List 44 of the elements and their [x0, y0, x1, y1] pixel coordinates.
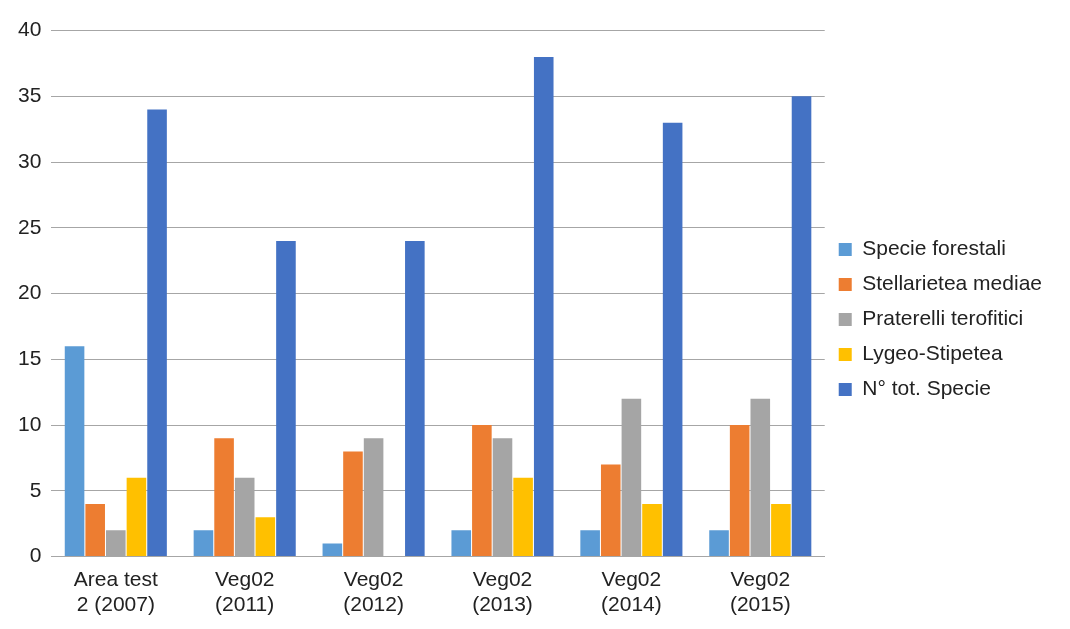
x-tick-label: Area test 2 (2007) — [73, 567, 158, 616]
x-tick-label: Veg02 (2013) — [472, 567, 533, 616]
bar — [85, 504, 105, 557]
legend-label: Specie forestali — [862, 236, 1006, 260]
bar — [771, 504, 791, 557]
x-tick-label: Veg02 (2012) — [343, 567, 404, 616]
bar — [729, 425, 750, 557]
y-tick-label: 10 — [18, 411, 42, 435]
bar — [214, 438, 234, 557]
bar — [106, 530, 126, 557]
y-tick-label: 5 — [29, 477, 42, 501]
bar — [472, 425, 492, 557]
legend-label: Lygeo-Stipetea — [862, 341, 1004, 365]
bar — [276, 241, 296, 557]
bar — [343, 451, 363, 557]
x-tick-label: Veg02 (2014) — [601, 567, 662, 616]
bar — [600, 464, 621, 557]
y-tick-label: 35 — [18, 83, 42, 107]
legend-label: N° tot. Specie — [862, 376, 991, 400]
bar — [533, 56, 554, 557]
bar — [580, 530, 600, 557]
bar — [405, 241, 425, 557]
bar — [662, 122, 683, 557]
bar — [126, 477, 147, 557]
bar — [255, 517, 276, 557]
y-tick-label: 40 — [18, 17, 42, 41]
legend-label: Praterelli terofitici — [862, 306, 1024, 330]
y-tick-label: 25 — [18, 214, 42, 238]
x-tick-label: Veg02 (2015) — [729, 567, 791, 616]
bar — [147, 109, 167, 557]
y-tick-label: 0 — [29, 543, 42, 567]
y-tick-label: 30 — [18, 148, 42, 172]
bar — [513, 477, 533, 557]
bar — [709, 530, 729, 557]
x-tick-label: Veg02 (2011) — [214, 567, 275, 616]
bar — [64, 346, 85, 557]
bar — [322, 543, 343, 557]
bar — [451, 530, 472, 557]
y-tick-label: 20 — [18, 280, 42, 304]
y-tick-label: 15 — [18, 346, 42, 370]
legend-label: Stellarietea mediae — [862, 271, 1043, 295]
bar — [193, 530, 214, 557]
bar — [642, 504, 662, 557]
bar — [791, 96, 812, 557]
